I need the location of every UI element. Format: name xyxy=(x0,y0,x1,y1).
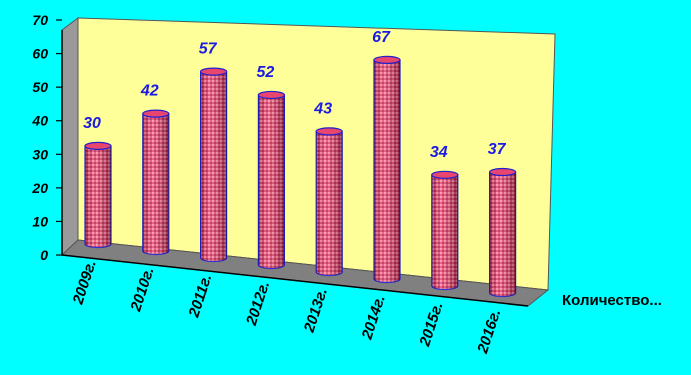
bar-top-cap xyxy=(315,127,343,136)
y-tick-label: 30 xyxy=(32,146,48,162)
x-tick-label: 2010г. xyxy=(127,265,157,314)
y-tick-label: 10 xyxy=(32,213,48,229)
bar: 52 xyxy=(257,64,285,270)
bar-top-cap xyxy=(200,67,228,76)
bar-shading xyxy=(200,71,227,262)
bar-series: 30 42 57 52 43 67 34 37 xyxy=(83,29,517,298)
x-tick-label: 2016г. xyxy=(474,307,504,356)
bar-value-label: 57 xyxy=(199,41,218,58)
bar-top-cap xyxy=(489,167,517,177)
bar-top-cap xyxy=(373,55,401,65)
chart-side-wall xyxy=(61,17,79,257)
bar-value-label: 42 xyxy=(140,83,159,100)
y-tick-label: 70 xyxy=(32,12,48,28)
bar-value-label: 52 xyxy=(257,64,275,81)
bar-top-cap xyxy=(431,170,459,179)
y-axis-ticks: 0 10 20 30 40 50 60 70 xyxy=(31,12,62,263)
x-tick-label: 2011г. xyxy=(185,272,215,320)
x-tick-label: 2009г. xyxy=(69,258,99,307)
bar-top-cap xyxy=(84,141,112,150)
x-tick-label: 2014г. xyxy=(358,293,388,342)
bar: 57 xyxy=(199,41,228,263)
bar: 37 xyxy=(488,141,517,298)
y-tick-label: 20 xyxy=(31,180,48,196)
bar-top-cap xyxy=(142,109,170,118)
x-tick-label: 2012г. xyxy=(243,279,273,328)
bar-shading xyxy=(431,174,458,290)
x-axis-line xyxy=(61,254,529,307)
bar-shading xyxy=(85,145,111,248)
bar-value-label: 43 xyxy=(313,100,332,117)
bar-shading xyxy=(374,59,400,283)
y-tick-label: 50 xyxy=(32,79,48,95)
bar-top-cap xyxy=(257,90,285,100)
bar: 30 xyxy=(83,115,112,249)
x-tick-label: 2013г. xyxy=(301,286,331,335)
bar-shading xyxy=(258,94,285,269)
y-tick-label: 60 xyxy=(32,46,48,62)
x-tick-label: 2015г. xyxy=(416,300,446,349)
bar-shading xyxy=(489,172,516,297)
bar-value-label: 67 xyxy=(372,29,391,46)
bar-value-label: 34 xyxy=(430,144,448,161)
y-tick-label: 40 xyxy=(31,113,48,129)
bar-shading xyxy=(316,131,343,276)
bar-value-label: 37 xyxy=(488,141,507,158)
bar: 43 xyxy=(313,100,343,277)
bar: 67 xyxy=(372,29,401,284)
bar: 34 xyxy=(430,144,459,291)
bar-value-label: 30 xyxy=(83,115,101,132)
bar: 42 xyxy=(140,83,170,256)
series-name-label: Количество... xyxy=(562,292,662,309)
bar-shading xyxy=(142,113,169,255)
y-tick-label: 0 xyxy=(40,247,48,263)
